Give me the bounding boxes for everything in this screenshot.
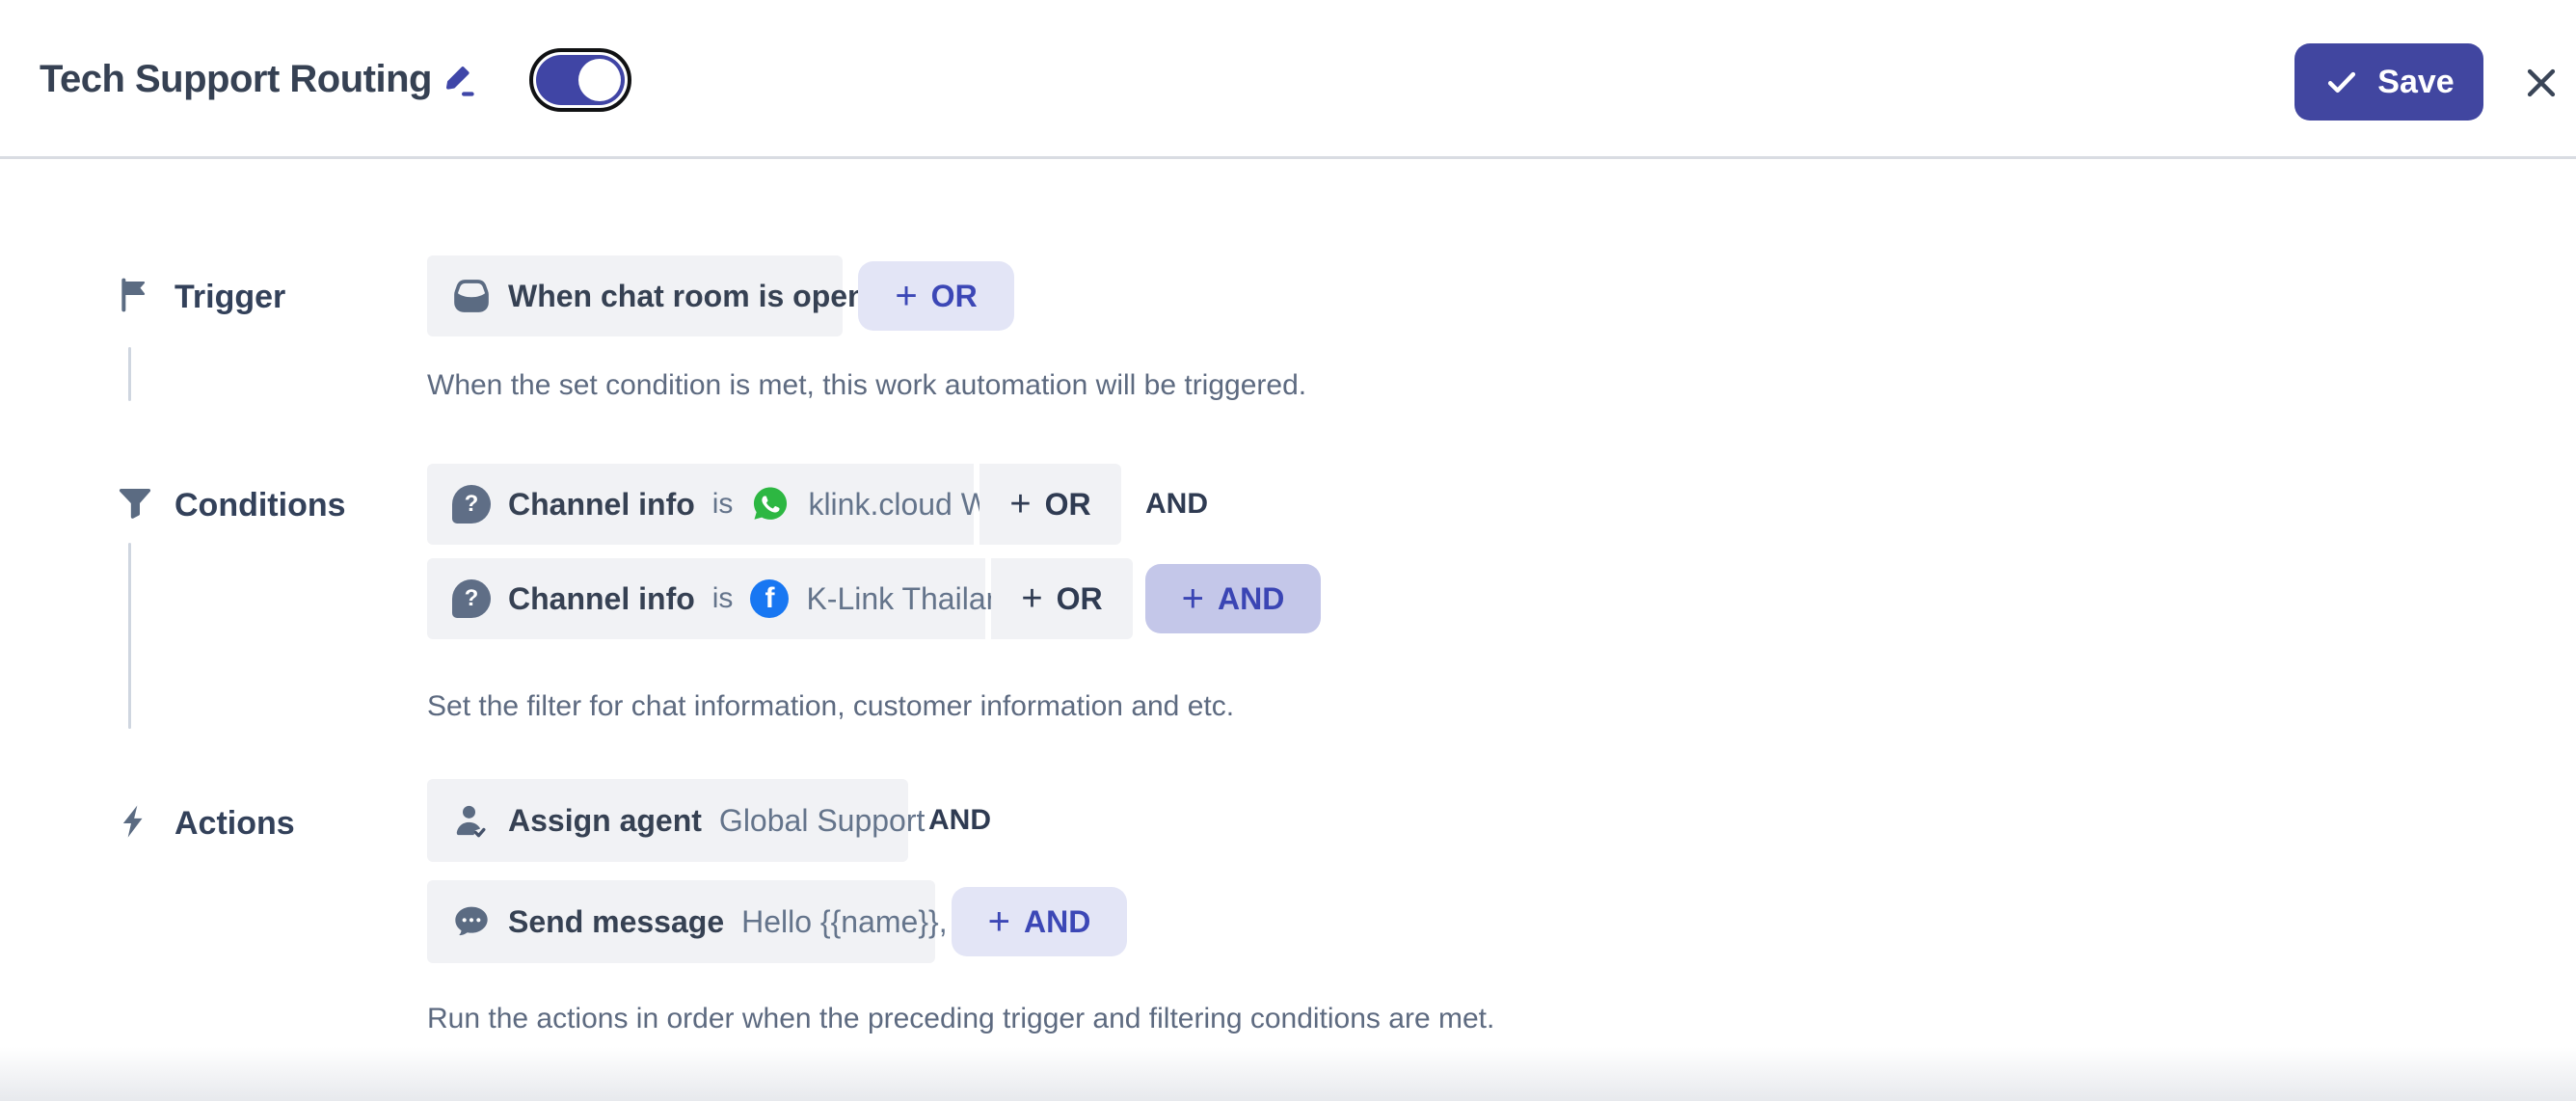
question-bubble-icon: ?	[452, 485, 491, 524]
action-title: Assign agent	[508, 802, 702, 838]
conditions-connector-line	[128, 543, 131, 729]
close-button[interactable]	[2516, 58, 2566, 108]
action-row-send-message[interactable]: Send message Hello {{name}},	[427, 880, 948, 963]
conditions-section-label: Conditions	[174, 487, 346, 524]
header-bar: Tech Support Routing Save	[0, 0, 2576, 159]
whatsapp-icon	[750, 484, 791, 524]
condition-row-channel-facebook[interactable]: ? Channel info is f K-Link Thailand	[427, 558, 1020, 639]
plus-icon: +	[1181, 577, 1205, 620]
or-label: OR	[1056, 580, 1103, 616]
filter-icon	[116, 484, 154, 523]
inbox-icon	[452, 277, 491, 315]
trigger-add-or-button[interactable]: + OR	[858, 261, 1014, 331]
check-icon	[2323, 64, 2360, 100]
condition-row2-add-or-button[interactable]: + OR	[991, 558, 1133, 639]
action-value: Hello {{name}},	[741, 903, 948, 939]
condition-operator: is	[711, 582, 734, 614]
plus-icon: +	[987, 900, 1011, 943]
save-button-label: Save	[2377, 63, 2455, 100]
pencil-icon	[441, 61, 479, 99]
automation-enabled-toggle[interactable]	[529, 48, 631, 112]
lightning-icon	[116, 802, 154, 841]
plus-icon: +	[895, 275, 918, 317]
action-and-connector: AND	[928, 804, 991, 836]
flag-icon	[116, 276, 154, 314]
trigger-or-label: OR	[930, 278, 978, 313]
plus-icon: +	[1021, 578, 1043, 619]
trigger-event-label: When chat room is open	[508, 278, 867, 313]
conditions-add-and-button[interactable]: + AND	[1145, 564, 1321, 633]
trigger-description: When the set condition is met, this work…	[427, 369, 1307, 401]
footer-fade	[0, 1047, 2576, 1101]
action-value: Global Support	[718, 802, 926, 838]
trigger-event-chip[interactable]: When chat room is open	[427, 255, 867, 336]
or-label: OR	[1044, 486, 1091, 522]
close-icon	[2520, 62, 2563, 104]
actions-add-and-button[interactable]: + AND	[952, 887, 1127, 956]
condition-row1-add-or-button[interactable]: + OR	[979, 464, 1121, 545]
conditions-description: Set the filter for chat information, cus…	[427, 690, 1235, 722]
toggle-track	[536, 55, 625, 105]
and-label: AND	[1218, 580, 1285, 616]
condition-and-connector: AND	[1145, 488, 1208, 520]
condition-field: Channel info	[508, 580, 695, 616]
automation-title: Tech Support Routing	[40, 58, 432, 100]
trigger-section-label: Trigger	[174, 279, 286, 315]
condition-channel-name: klink.cloud WA	[808, 486, 1010, 522]
condition-row-channel-whatsapp[interactable]: ? Channel info is klink.cloud WA	[427, 464, 1009, 545]
action-row-assign-agent[interactable]: Assign agent Global Support	[427, 779, 925, 862]
trigger-connector-line	[128, 347, 131, 401]
question-bubble-icon: ?	[452, 579, 491, 618]
and-label: AND	[1024, 903, 1091, 939]
facebook-icon: f	[750, 579, 790, 618]
action-title: Send message	[508, 903, 725, 939]
actions-description: Run the actions in order when the preced…	[427, 1003, 1495, 1034]
chat-message-icon	[452, 902, 491, 941]
assign-agent-icon	[452, 801, 491, 840]
plus-icon: +	[1009, 484, 1032, 524]
condition-operator: is	[711, 488, 734, 520]
edit-title-button[interactable]	[434, 54, 486, 106]
condition-field: Channel info	[508, 486, 695, 522]
save-button[interactable]: Save	[2294, 43, 2483, 121]
actions-section-label: Actions	[174, 805, 295, 842]
toggle-knob	[578, 59, 621, 101]
condition-channel-name: K-Link Thailand	[806, 580, 1021, 616]
